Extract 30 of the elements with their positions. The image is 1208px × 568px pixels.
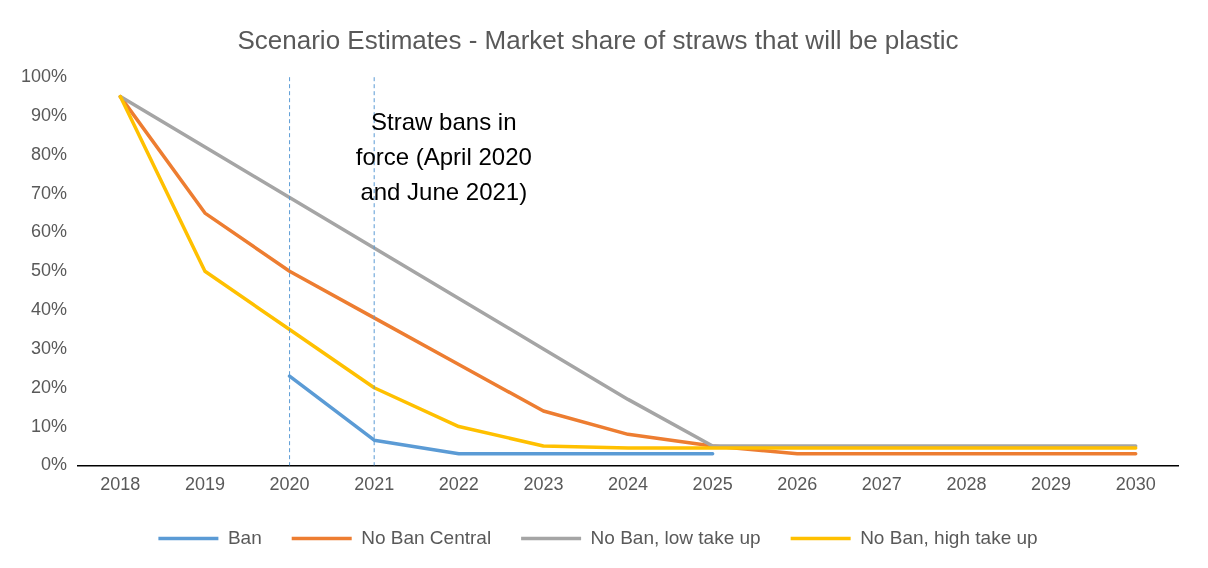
x-tick-label: 2025 [692,474,733,495]
legend-label: Ban [227,526,262,548]
y-tick-label: 40% [31,299,68,320]
y-tick-label: 10% [31,415,68,436]
y-tick-label: 80% [31,143,68,164]
annotation: Straw bans in force (April 2020 and June 2021) [355,108,532,206]
x-tick-label: 2027 [861,474,902,495]
x-tick-label: 2030 [1115,474,1156,495]
y-tick-label: 90% [31,104,68,125]
y-tick-label: 20% [31,376,68,397]
x-tick-label: 2028 [946,474,987,495]
x-tick-label: 2023 [523,474,564,495]
x-tick-label: 2019 [184,474,225,495]
x-tick-label: 2022 [438,474,479,495]
y-tick-label: 30% [31,337,68,358]
y-tick-label: 100% [20,66,68,87]
x-tick-label: 2026 [777,474,818,495]
chart-title: Scenario Estimates - Market share of straws that will be plastic [237,24,959,55]
y-tick-label: 50% [31,260,68,281]
legend-label: No Ban Central [361,526,492,548]
x-tick-label: 2018 [100,474,141,495]
legend-label: No Ban, low take up [590,526,761,548]
x-tick-label: 2020 [269,474,310,495]
legend-label: No Ban, high take up [860,526,1038,548]
y-tick-label: 60% [31,221,68,242]
x-tick-label: 2024 [608,474,649,495]
y-tick-label: 0% [41,454,68,475]
y-tick-label: 70% [31,182,68,203]
x-tick-label: 2021 [354,474,395,495]
x-tick-label: 2029 [1031,474,1072,495]
